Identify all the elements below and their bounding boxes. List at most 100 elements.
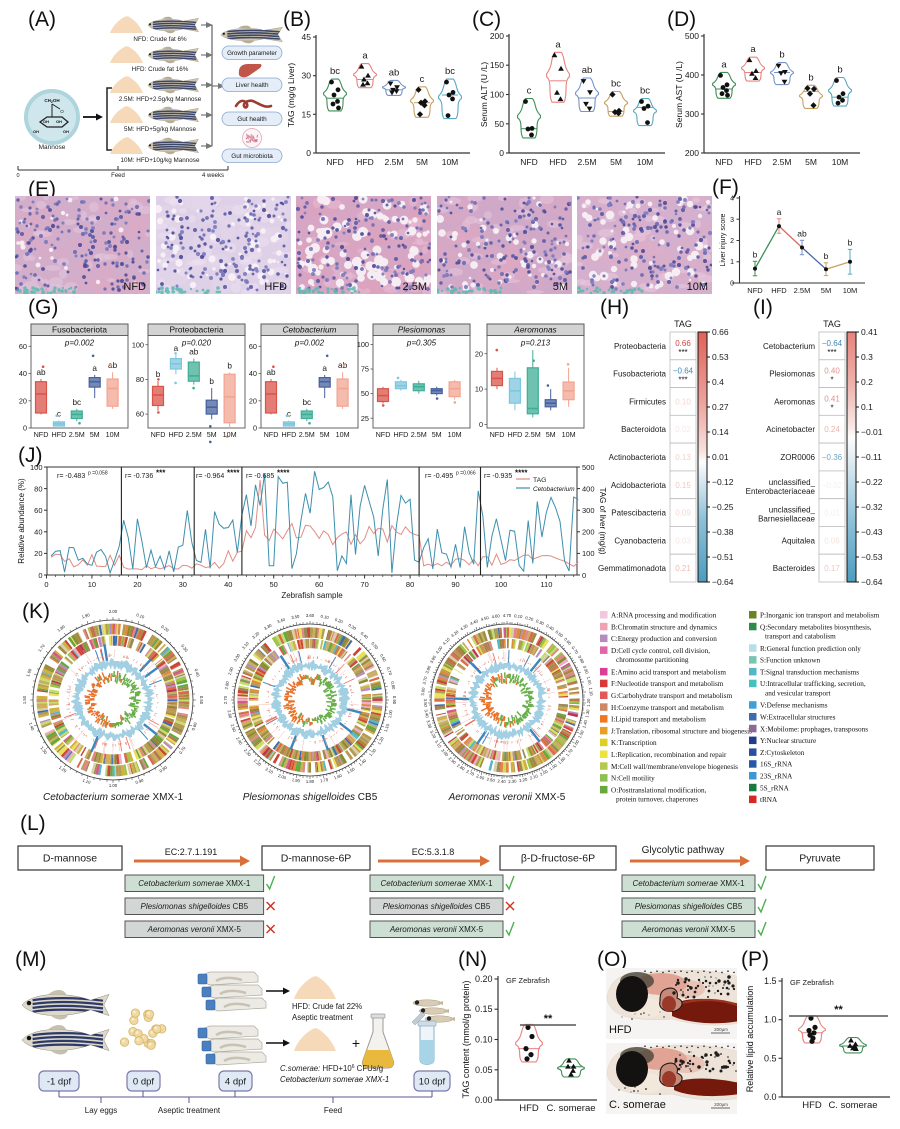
svg-text:p=0.002: p=0.002	[294, 339, 325, 348]
svg-text:−0.53: −0.53	[861, 552, 883, 562]
svg-text:5M: HFD+5g/kg Mannose: 5M: HFD+5g/kg Mannose	[124, 126, 196, 133]
svg-text:OH: OH	[33, 129, 39, 134]
svg-text:2.80: 2.80	[224, 680, 230, 690]
svg-text:tRNA: tRNA	[760, 796, 778, 804]
svg-text:Plesiomonas shigelloides CB5: Plesiomonas shigelloides CB5	[635, 902, 743, 911]
svg-text:Cetobacterium: Cetobacterium	[533, 486, 575, 493]
svg-text:0.40: 0.40	[360, 631, 370, 641]
svg-text:Aeromonas: Aeromonas	[513, 325, 556, 335]
svg-text:Plesiomonas: Plesiomonas	[769, 370, 815, 379]
svg-text:110: 110	[540, 580, 552, 589]
svg-text:Aeromonas veronii XMX-5: Aeromonas veronii XMX-5	[389, 925, 484, 934]
svg-text:500: 500	[582, 463, 595, 472]
svg-text:0.41: 0.41	[824, 394, 840, 403]
svg-text:1.60: 1.60	[571, 739, 580, 749]
svg-text:Gut health: Gut health	[237, 116, 267, 123]
svg-text:1.80: 1.80	[557, 755, 567, 765]
svg-text:+: +	[352, 1035, 360, 1051]
svg-text:Aseptic treatment: Aseptic treatment	[158, 1106, 221, 1115]
svg-text:3.60: 3.60	[306, 613, 315, 618]
svg-text:a: a	[555, 39, 561, 50]
svg-text:0.10: 0.10	[675, 397, 691, 406]
svg-text:1.20: 1.20	[58, 765, 68, 774]
svg-text:*: *	[830, 403, 833, 412]
svg-text:0 dpf: 0 dpf	[133, 1077, 154, 1088]
svg-text:Zebrafish sample: Zebrafish sample	[281, 591, 343, 600]
svg-text:and vesicular transport: and vesicular transport	[765, 689, 830, 697]
svg-text:Gemmatimonadota: Gemmatimonadota	[598, 564, 667, 573]
svg-text:10M: 10M	[843, 286, 858, 295]
svg-text:NFD: NFD	[151, 430, 166, 439]
svg-text:0.06: 0.06	[824, 536, 840, 545]
svg-text:Cetobacterium somerae XMX-1: Cetobacterium somerae XMX-1	[280, 1075, 389, 1084]
svg-text:0.21: 0.21	[675, 564, 691, 573]
svg-text:10M: 10M	[106, 430, 120, 439]
svg-text:1.90: 1.90	[81, 612, 91, 619]
svg-text:1.00: 1.00	[586, 676, 593, 686]
svg-text:0.3: 0.3	[861, 352, 873, 362]
svg-text:C:Energy production and conver: C:Energy production and conversion	[611, 635, 717, 643]
svg-text:H:Coenzyme transport and metab: H:Coenzyme transport and metabolism	[611, 704, 724, 712]
svg-text:****: ****	[515, 469, 528, 478]
svg-text:50: 50	[270, 580, 278, 589]
svg-text:3.50: 3.50	[291, 614, 301, 620]
svg-text:40: 40	[19, 369, 27, 378]
svg-text:−0.12: −0.12	[712, 477, 734, 487]
svg-text:2: 2	[730, 238, 734, 245]
svg-text:HFD: HFD	[264, 281, 287, 293]
svg-text:100: 100	[30, 463, 43, 472]
svg-text:400: 400	[582, 484, 595, 493]
svg-text:−0.38: −0.38	[712, 527, 734, 537]
svg-text:150: 150	[490, 60, 504, 70]
svg-text:0.00: 0.00	[475, 1095, 493, 1105]
svg-text:TAG (mg/g Liver): TAG (mg/g Liver)	[286, 63, 296, 128]
svg-text:2.5M: 2.5M	[403, 281, 427, 293]
svg-text:1.00: 1.00	[109, 783, 118, 788]
svg-text:Relative lipid accumulation: Relative lipid accumulation	[745, 986, 755, 1093]
svg-text:b: b	[156, 370, 161, 379]
svg-text:Y:Nuclear structure: Y:Nuclear structure	[760, 737, 816, 745]
svg-text:1.30: 1.30	[39, 745, 48, 755]
svg-text:Gut microbiota: Gut microbiota	[231, 153, 273, 160]
svg-text:0: 0	[582, 571, 586, 580]
svg-text:1.20: 1.20	[376, 735, 385, 745]
svg-text:2.5M: 2.5M	[385, 157, 404, 167]
svg-text:0.70: 0.70	[178, 745, 187, 755]
svg-text:ab: ab	[389, 67, 400, 78]
svg-text:0.60: 0.60	[379, 653, 388, 663]
svg-text:40: 40	[249, 369, 257, 378]
svg-text:W:Extracellular structures: W:Extracellular structures	[760, 714, 836, 722]
svg-text:2.5M: 2.5M	[794, 286, 811, 295]
svg-text:0.01: 0.01	[824, 509, 840, 518]
svg-text:r= -0.964: r= -0.964	[196, 473, 224, 480]
svg-text:1: 1	[730, 259, 734, 266]
svg-text:HFD: HFD	[771, 286, 787, 295]
svg-text:NFD: NFD	[747, 286, 763, 295]
svg-text:0.2: 0.2	[861, 377, 873, 387]
svg-text:3.30: 3.30	[263, 622, 273, 631]
svg-text:100: 100	[490, 90, 504, 100]
svg-text:5M: 5M	[821, 286, 831, 295]
svg-text:Lay eggs: Lay eggs	[85, 1106, 117, 1115]
svg-text:0.01: 0.01	[712, 452, 729, 462]
svg-text:−0.32: −0.32	[861, 502, 883, 512]
svg-text:Growth parameter: Growth parameter	[227, 50, 277, 57]
svg-text:3.00: 3.00	[233, 652, 242, 662]
svg-text:0.1: 0.1	[861, 402, 873, 412]
svg-text:NFD: NFD	[520, 157, 537, 167]
svg-text:F:Nucleotide transport and met: F:Nucleotide transport and metabolism	[611, 680, 724, 688]
svg-text:0.50: 0.50	[555, 629, 565, 638]
svg-text:N:Cell motility: N:Cell motility	[611, 775, 655, 783]
svg-text:80: 80	[136, 375, 144, 384]
svg-text:2.10: 2.10	[264, 766, 274, 775]
svg-text:4 dpf: 4 dpf	[225, 1077, 246, 1088]
svg-text:60: 60	[315, 580, 323, 589]
svg-text:A:RNA processing and modificat: A:RNA processing and modification	[611, 612, 717, 620]
svg-text:C. somerae: C. somerae	[828, 1100, 877, 1111]
svg-text:protein turnover, chaperones: protein turnover, chaperones	[616, 796, 698, 804]
svg-text:0.4: 0.4	[712, 377, 724, 387]
svg-text:p=0.305: p=0.305	[406, 339, 437, 348]
svg-text:200: 200	[582, 528, 595, 537]
svg-text:bc: bc	[640, 86, 650, 97]
svg-text:1.90: 1.90	[291, 777, 301, 783]
